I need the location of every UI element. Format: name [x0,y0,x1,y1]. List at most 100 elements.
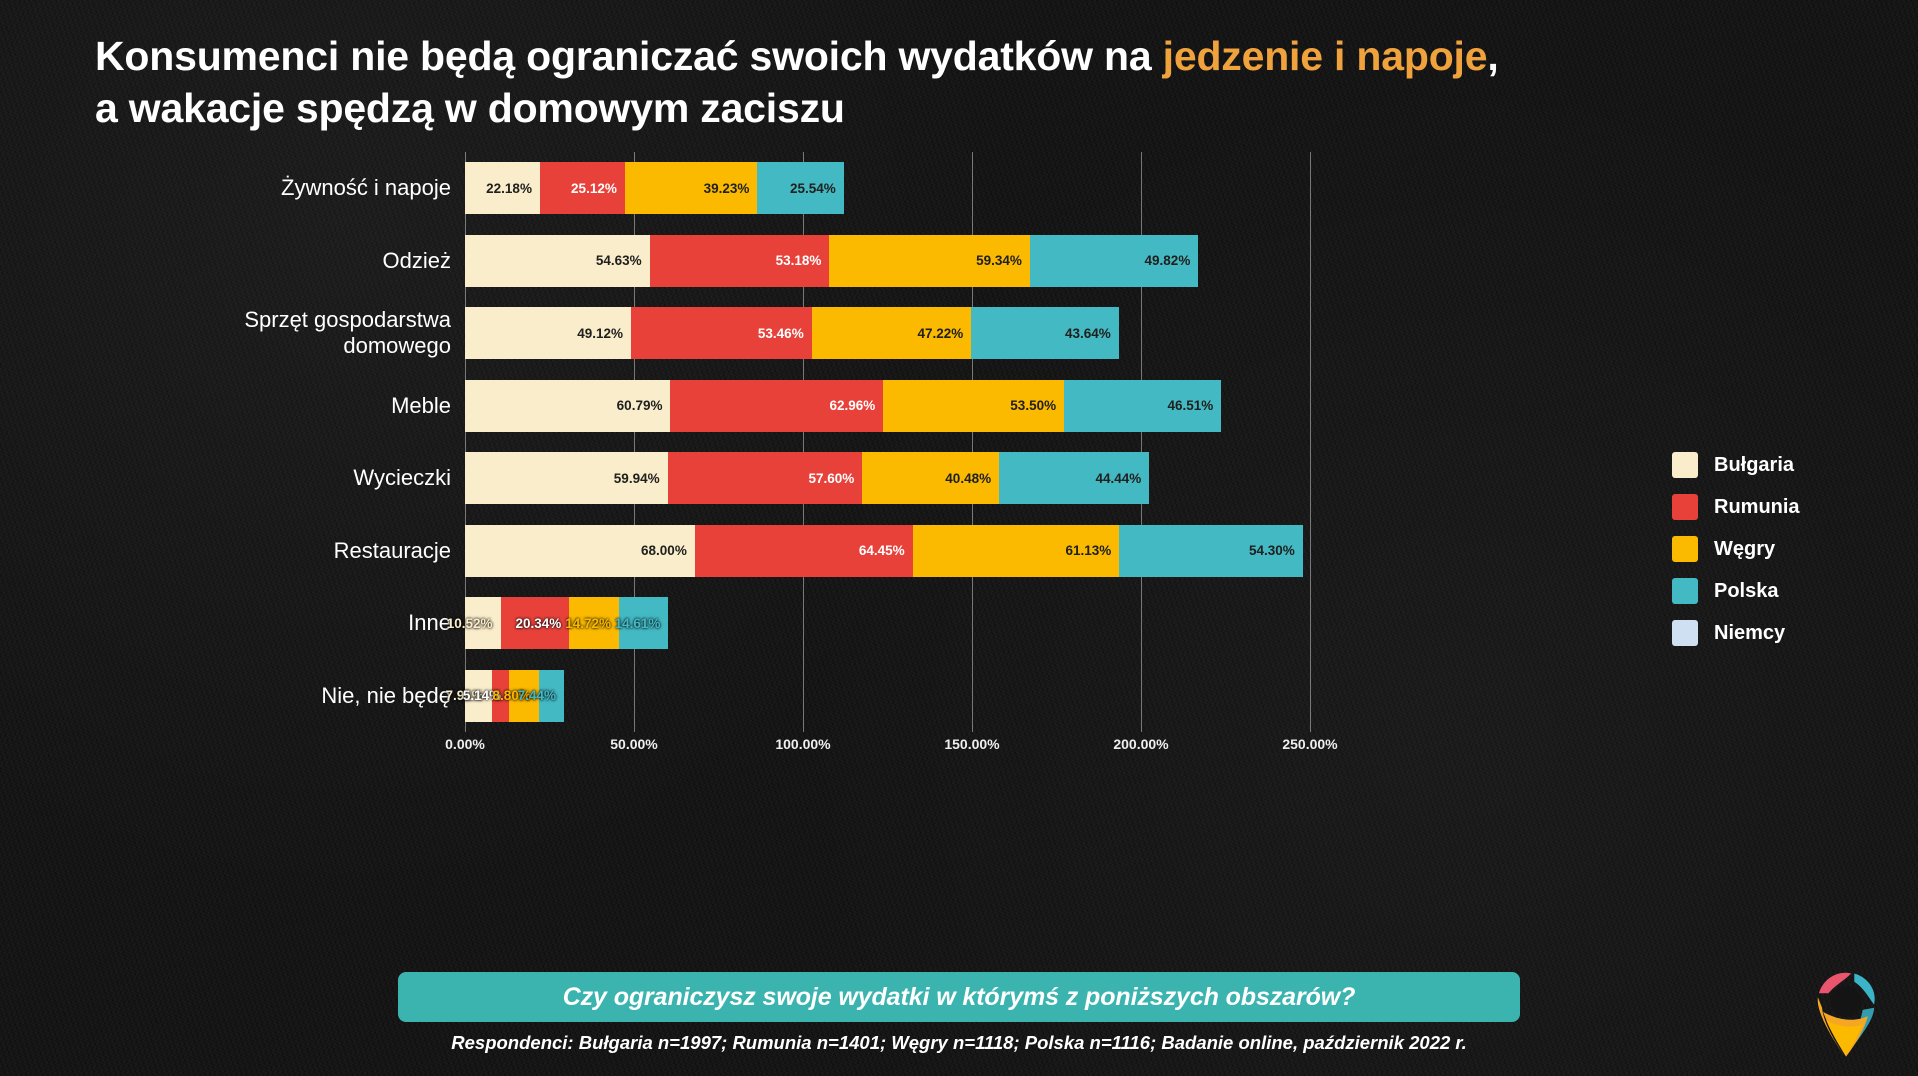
gridline-20000 [1141,152,1142,732]
chart-legend: Bułgaria Rumunia Węgry Polska Niemcy [1672,452,1800,646]
bar-value-label: 44.44% [1095,470,1142,486]
title-text-highlight-2: napoje [1356,33,1488,79]
y-axis-category-label: Meble [391,392,451,418]
y-axis-category-label: Inne [408,610,451,636]
bar-value-label: 57.60% [808,470,855,486]
bar-segment-polska[interactable]: 14.61% [615,597,669,650]
bar-value-label: 59.94% [613,470,660,486]
bar-value-label: 49.12% [577,325,624,341]
legend-item-rumunia[interactable]: Rumunia [1672,494,1800,520]
bar-segment-polska[interactable]: 25.54% [757,162,844,215]
legend-color-swatch [1672,578,1698,604]
bar-segment-polska[interactable]: 43.64% [971,307,1119,360]
bar-segment-węgry[interactable]: 14.72% [565,597,620,650]
bar-segment-bułgaria[interactable]: 60.79% [465,379,671,432]
legend-color-swatch [1672,536,1698,562]
bar-value-label: 46.51% [1167,398,1214,414]
x-axis-tick-label: 150.00% [944,736,1000,752]
chart-bar-row[interactable]: Żywność i napoje 22.18% 25.12% 39.23% 25.54% [281,162,844,215]
x-axis-tick-label: 0.00% [445,736,485,752]
bar-segment-węgry[interactable]: 8.80% [493,669,539,722]
bar-value-label: 59.34% [976,253,1022,269]
bar-segment-rumunia[interactable]: 64.45% [694,524,913,577]
bar-value-label: 54.30% [1249,543,1295,559]
chart-bar-row[interactable]: Restauracje 68.00% 64.45% 61.13% 54.30% [334,524,1303,577]
bar-segment-węgry[interactable]: 59.34% [829,234,1030,287]
bar-segment-rumunia[interactable]: 57.60% [667,452,863,505]
bar-segment-polska[interactable]: 49.82% [1029,234,1199,287]
bar-value-label: 62.96% [829,398,876,414]
title-text-plain-2: , a wakacje spędzą w domowym zaciszu [95,33,1499,132]
bar-value-label: 25.54% [789,180,836,196]
bar-segment-rumunia[interactable]: 62.96% [670,379,884,432]
gridline-000 [465,152,466,732]
legend-color-swatch [1672,452,1698,478]
bar-segment-rumunia[interactable]: 53.46% [631,307,812,360]
legend-item-polska[interactable]: Polska [1672,578,1800,604]
bar-segment-rumunia[interactable]: 5.14% [463,669,510,722]
bar-segment-bułgaria[interactable]: 68.00% [465,524,695,577]
gridline-5000 [634,152,635,732]
y-axis-category-label: Restauracje [333,537,451,563]
legend-color-swatch [1672,620,1698,646]
legend-item-węgry[interactable]: Węgry [1672,536,1800,562]
title-text-highlight-1: jedzenie i [1162,33,1346,79]
bar-value-label: 8.80% [492,688,531,704]
source-note: Respondenci: Bułgaria n=1997; Rumunia n=… [451,1032,1467,1053]
bar-value-label: 22.18% [486,180,532,196]
bar-value-label: 47.22% [917,325,964,341]
bar-segment-bułgaria[interactable]: 54.63% [465,234,650,287]
page-title: Konsumenci nie będą ograniczać swoich wy… [95,30,1515,135]
bar-value-label: 7.44% [517,688,556,704]
bar-value-label: 53.46% [757,325,804,341]
location-pin-logo [1792,962,1900,1066]
bar-segment-bułgaria[interactable]: 7.91% [445,669,492,722]
bar-value-label: 25.12% [571,180,617,196]
legend-label: Węgry [1714,537,1776,560]
bar-value-label: 53.50% [1010,398,1057,414]
y-axis-category-label: Żywność i napoje [281,175,451,201]
gridline-10000 [803,152,804,732]
chart-bar-row[interactable]: Odzież 54.63% 53.18% 59.34% 49.82% [383,234,1199,287]
bar-value-label: 64.45% [858,543,905,559]
chart-bar-row[interactable]: Inne 10.52% 20.34% 14.72% 14.61% [408,597,669,650]
chart-bar-row[interactable]: Sprzęt gospodarstwa domowego 49.12% 53.46%… [244,307,1119,360]
x-axis-tick-label: 100.00% [775,736,831,752]
bar-segment-bułgaria[interactable]: 22.18% [465,162,540,215]
bar-segment-polska[interactable]: 54.30% [1119,524,1303,577]
y-axis-category-label: Odzież [382,247,451,273]
x-axis-tick-label: 250.00% [1282,736,1338,752]
bar-segment-węgry[interactable]: 39.23% [624,162,758,215]
chart-bar-row[interactable]: Meble 60.79% 62.96% 53.50% 46.51% [391,379,1222,432]
bar-segment-węgry[interactable]: 40.48% [862,452,1000,505]
bar-segment-polska[interactable]: 7.44% [518,669,564,722]
bar-segment-bułgaria[interactable]: 59.94% [465,452,668,505]
bar-segment-bułgaria[interactable]: 10.52% [447,597,501,650]
bar-segment-rumunia[interactable]: 53.18% [649,234,830,287]
legend-color-swatch [1672,494,1698,520]
x-axis-tick-label: 50.00% [610,736,658,752]
bar-value-label: 5.14% [462,688,502,704]
legend-item-bułgaria[interactable]: Bułgaria [1672,452,1800,478]
bar-segment-polska[interactable]: 46.51% [1064,379,1222,432]
bar-segment-rumunia[interactable]: 20.34% [500,597,570,650]
bar-segment-węgry[interactable]: 47.22% [811,307,972,360]
bar-value-label: 68.00% [641,543,687,559]
bar-value-label: 53.18% [775,253,822,269]
bar-segment-rumunia[interactable]: 25.12% [539,162,625,215]
chart-bar-row[interactable]: Wycieczki 59.94% 57.60% 40.48% 44.44% [353,452,1150,505]
legend-item-niemcy[interactable]: Niemcy [1672,620,1800,646]
bar-value-label: 61.13% [1065,543,1112,559]
chart-bar-row[interactable]: Nie, nie będę 7.91% 5.14% 8.80% 7.44% [321,669,564,722]
bar-value-label: 60.79% [616,398,663,414]
bar-value-label: 40.48% [945,470,992,486]
bar-segment-węgry[interactable]: 61.13% [912,524,1120,577]
bar-value-label: 10.52% [446,615,493,631]
x-axis-tick-label: 200.00% [1113,736,1169,752]
stacked-bar-chart: Żywność i napoje 22.18% 25.12% 39.23% 25.54%… [244,152,1311,732]
bar-segment-bułgaria[interactable]: 49.12% [465,307,632,360]
bar-segment-polska[interactable]: 44.44% [999,452,1150,505]
bar-segment-węgry[interactable]: 53.50% [883,379,1065,432]
bar-value-label: 39.23% [703,180,750,196]
